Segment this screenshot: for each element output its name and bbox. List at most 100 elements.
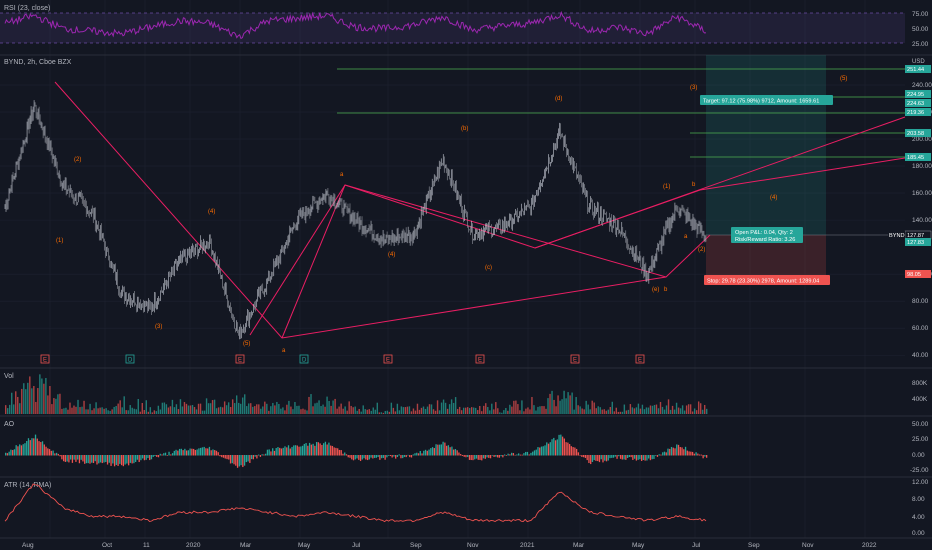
volume-bar [97,408,99,414]
price-scale-label: 200.00 [912,136,932,143]
volume-bar [575,397,577,414]
volume-bar [334,398,336,414]
volume-bar [298,405,300,414]
ao-bar [414,453,416,456]
ao-bar [437,444,439,456]
dividend-marker[interactable] [299,354,309,364]
price-badge [905,108,931,116]
earnings-marker[interactable] [383,354,393,364]
earnings-marker[interactable] [40,354,50,364]
price-badge [905,153,931,161]
stop-text: Stop: 29.78 (23.30%) 2978, Amount: 1289.… [707,279,819,285]
ao-bar [280,448,283,456]
stop-label[interactable]: Stop: 29.78 (23.30%) 2978, Amount: 1289.… [704,275,830,285]
time-axis-label: Oct [102,542,112,549]
ao-bar [510,452,513,456]
ao-bar [456,450,458,456]
atr-pane[interactable]: ATR (14, RMA) 12.00 8.00 4.00 0.00 [4,479,929,537]
ao-pane[interactable]: AO 50.00 25.00 0.00 -25.00 [4,421,929,474]
ao-bar [598,455,601,463]
ao-bar [688,451,690,456]
volume-bar [135,409,137,414]
volume-bar [33,386,35,414]
ao-bar [526,451,529,456]
wave-line-upper[interactable] [534,157,906,249]
volume-bar [487,406,489,414]
volume-bar [372,407,374,414]
volume-bar [462,407,465,414]
ao-bar [351,455,353,460]
volume-bar [667,399,670,414]
wave-line-impulse[interactable] [249,184,346,336]
volume-bar [21,388,23,414]
ao-bar [468,455,471,460]
ao-bar [547,443,550,456]
ao-bar [57,453,60,456]
volume-bar [159,409,162,414]
volume-bar [366,409,368,414]
ao-bar [113,455,116,467]
ao-bar [301,445,304,456]
volume-bar [567,392,569,414]
ao-bar [554,440,557,456]
volume-title: Vol [4,373,14,380]
wave-line-abc[interactable] [54,81,711,339]
ao-bar [101,455,103,464]
earnings-markers[interactable]: E E E E E ED D [40,354,645,364]
ao-bar [444,442,446,456]
volume-bar [378,412,380,414]
volume-bar [264,401,266,414]
volume-bar [280,408,282,414]
volume-bar [300,409,302,414]
target-zone[interactable] [706,55,826,235]
dividend-marker[interactable] [125,354,135,364]
volume-bar [294,402,296,414]
time-axis-label: May [632,542,645,549]
pnl-label[interactable]: Open P&L: 0.04, Qty: 2 Risk/Reward Ratio… [731,227,803,243]
wave-lines[interactable] [54,81,906,339]
ao-bar [386,455,388,458]
rsi-pane[interactable]: RSI (23, close) 75.00 50.00 25.00 [0,5,929,48]
ao-bar [398,454,400,456]
earnings-marker[interactable] [635,354,645,364]
ao-bar [231,455,233,464]
ao-bar [424,449,427,456]
earnings-marker[interactable] [570,354,580,364]
atr-scale-4: 4.00 [912,514,925,521]
ao-bar [640,455,643,461]
ao-bar [75,455,77,462]
wave-line-channel[interactable] [281,116,906,339]
time-axis[interactable]: Aug Oct 11 2020 Mar May Jul Sep Nov 2021 Mar May Jul… [22,542,877,549]
ao-bar [472,455,474,461]
volume-bar [549,393,551,414]
ao-bar [286,447,288,456]
volume-bar [49,386,51,414]
volume-bar [436,400,439,414]
ao-bar [55,452,58,456]
ao-bar [553,437,555,456]
volume-bar [627,409,630,414]
time-axis-label: 2022 [862,542,877,549]
volume-bar [591,400,593,414]
target-label[interactable]: Target: 97.12 (75.98%) 9712, Amount: 165… [700,95,833,105]
volume-pane[interactable]: Vol 800K 400K [4,373,928,414]
volume-bar [573,409,575,414]
volume-bar [481,411,483,414]
ao-bar [80,455,82,460]
ao-bar [340,450,342,456]
volume-bar [499,412,501,414]
volume-bar [45,378,47,414]
ao-bar [493,455,495,457]
ao-bar [126,455,128,464]
volume-bar [346,410,348,414]
price-badges: 251.44 224.95 224.63 219.36 203.58 185.45 127.… [904,65,932,278]
volume-bar [609,407,611,414]
ao-bar [663,451,666,456]
price-pane[interactable]: BYND, 2h, Cboe BZX USD 240.00220.00200.0… [4,55,932,364]
ao-bar [535,449,537,456]
earnings-marker[interactable] [235,354,245,364]
ao-bar [612,455,615,458]
earnings-marker[interactable] [475,354,485,364]
wave-line-lower[interactable] [344,184,667,278]
